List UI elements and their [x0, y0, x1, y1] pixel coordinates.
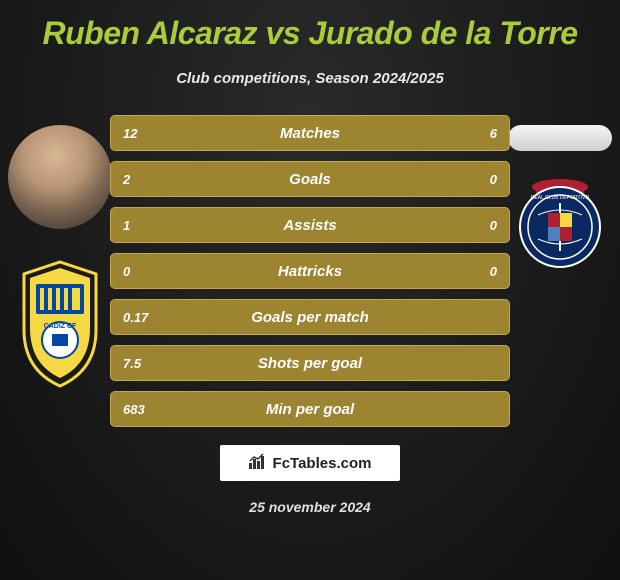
stat-value-right: 6: [490, 126, 497, 141]
stat-row: 0.17 Goals per match: [110, 299, 510, 335]
stat-row: 683 Min per goal: [110, 391, 510, 427]
stat-value-left: 1: [123, 218, 130, 233]
player-avatar-left: [8, 125, 112, 229]
stat-row: 0 Hattricks 0: [110, 253, 510, 289]
stat-value-right: 0: [490, 264, 497, 279]
svg-text:CADIZ CF: CADIZ CF: [44, 323, 77, 330]
stat-value-left: 7.5: [123, 356, 141, 371]
stat-value-left: 2: [123, 172, 130, 187]
stat-row: 12 Matches 6: [110, 115, 510, 151]
brand-text: FcTables.com: [273, 455, 372, 472]
stat-value-left: 0.17: [123, 310, 148, 325]
stat-row: 2 Goals 0: [110, 161, 510, 197]
stat-value-right: 0: [490, 172, 497, 187]
stat-value-left: 0: [123, 264, 130, 279]
stat-label: Shots per goal: [111, 355, 509, 372]
stat-row: 7.5 Shots per goal: [110, 345, 510, 381]
comparison-title: Ruben Alcaraz vs Jurado de la Torre: [0, 15, 620, 52]
date: 25 november 2024: [0, 499, 620, 515]
stat-label: Goals: [111, 171, 509, 188]
brand-box[interactable]: FcTables.com: [220, 445, 400, 481]
season-subtitle: Club competitions, Season 2024/2025: [0, 70, 620, 87]
player-avatar-right: [508, 125, 612, 151]
stat-row: 1 Assists 0: [110, 207, 510, 243]
club-badge-left: CADIZ CF: [18, 260, 102, 393]
stat-label: Min per goal: [111, 401, 509, 418]
chart-icon: [249, 453, 267, 474]
stat-value-left: 12: [123, 126, 137, 141]
svg-text:REAL CLUB DEPORTIVO: REAL CLUB DEPORTIVO: [531, 195, 589, 201]
stat-label: Goals per match: [111, 309, 509, 326]
stat-value-right: 0: [490, 218, 497, 233]
stat-label: Matches: [111, 125, 509, 142]
club-badge-right: REAL CLUB DEPORTIVO: [518, 175, 602, 274]
stat-label: Assists: [111, 217, 509, 234]
stat-label: Hattricks: [111, 263, 509, 280]
stat-value-left: 683: [123, 402, 145, 417]
